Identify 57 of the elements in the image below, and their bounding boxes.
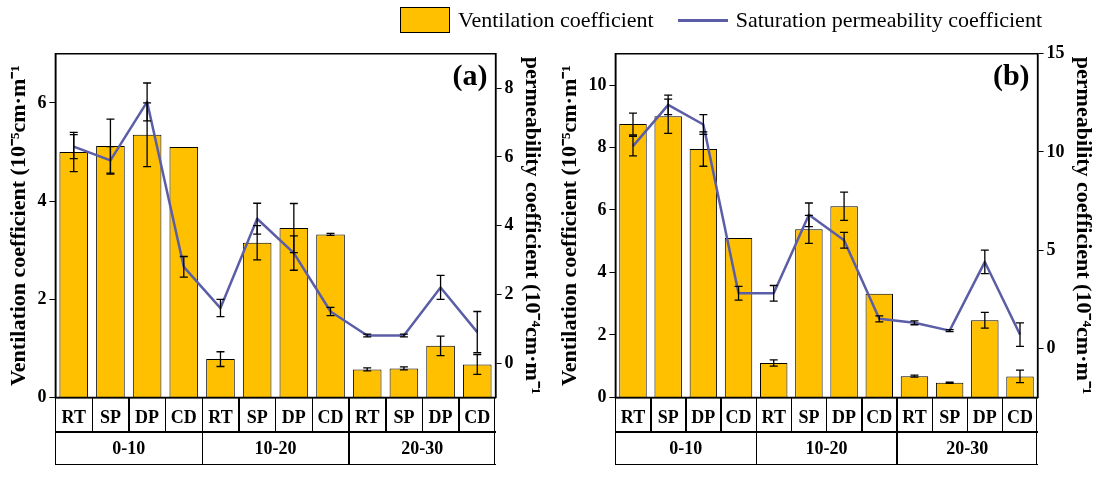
y-tick-label: 2 [597, 323, 607, 344]
y-tick-label: 6 [597, 198, 607, 219]
y2-tick-label: 0 [1046, 336, 1056, 357]
legend-label: Ventilation coefficient [458, 7, 654, 33]
y2-tick-label: 4 [504, 214, 514, 235]
y-tick-label: 8 [597, 136, 607, 157]
x-tick-label: RT [761, 406, 786, 427]
y2-tick-label: 5 [1046, 238, 1056, 259]
x-tick-label: RT [902, 406, 927, 427]
text: 10-20 [253, 438, 298, 459]
text: 0-10 [111, 438, 147, 459]
y2-axis-title: permeability coefficient (10⁻⁴cm·m⁻¹ [521, 56, 547, 395]
text: 20-30 [400, 438, 445, 459]
y2-tick-label: 8 [504, 76, 514, 97]
x-tick-label: RT [620, 406, 646, 427]
y2-tick-label: 2 [504, 282, 514, 303]
y-tick-label: 6 [37, 91, 47, 112]
x-tick-label: CD [866, 406, 893, 427]
y-tick-label: 10 [588, 73, 607, 94]
x-tick-label: SP [393, 406, 415, 427]
x-tick-label: CD [170, 406, 197, 427]
x-tick-label: DP [135, 406, 160, 427]
x-tick-label: SP [939, 406, 961, 427]
chart-title: (a) [452, 57, 488, 92]
x-tick-label: CD [317, 406, 344, 427]
x-tick-label: DP [832, 406, 857, 427]
x-tick-label: CD [464, 406, 491, 427]
x-tick-label: SP [657, 406, 679, 427]
x-tick-label: CD [725, 406, 752, 427]
text: 10-20 [804, 438, 849, 459]
text: 0-10 [668, 438, 704, 459]
chart-title: (b) [992, 57, 1030, 92]
y2-tick-label: 0 [504, 351, 514, 372]
y-tick-label: 2 [37, 287, 47, 308]
text: 20-30 [945, 438, 990, 459]
y2-axis-title: permeability coefficient (10⁻⁴cm·m⁻¹ [1072, 56, 1098, 395]
legend-label: Saturation permeability coefficient [735, 7, 1042, 33]
x-tick-label: SP [798, 406, 820, 427]
x-tick-label: RT [355, 406, 380, 427]
x-tick-label: DP [281, 406, 306, 427]
x-tick-label: RT [208, 406, 233, 427]
x-tick-label: DP [691, 406, 716, 427]
y-axis-title: Ventilation coefficient (10⁻⁵cm·m⁻¹ [4, 65, 30, 387]
x-tick-label: CD [1007, 406, 1034, 427]
y-tick-label: 0 [597, 386, 607, 407]
y2-tick-label: 15 [1046, 42, 1065, 63]
y2-tick-label: 6 [504, 145, 514, 166]
y-tick-label: 0 [37, 386, 47, 407]
y-tick-label: 4 [597, 261, 607, 282]
x-tick-label: SP [99, 406, 121, 427]
y2-tick-label: 10 [1046, 140, 1065, 161]
x-tick-label: RT [61, 406, 86, 427]
x-tick-label: SP [246, 406, 268, 427]
y-tick-label: 4 [37, 189, 47, 210]
y-axis-title: Ventilation coefficient (10⁻⁵cm·m⁻¹ [555, 65, 581, 387]
x-tick-label: DP [972, 406, 997, 427]
x-tick-label: DP [428, 406, 453, 427]
